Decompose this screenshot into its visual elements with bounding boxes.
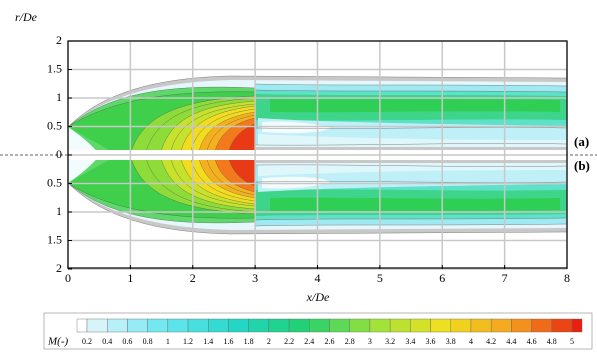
colorbar-box xyxy=(430,318,451,333)
grid xyxy=(67,40,568,270)
colorbar-tick-label: 2.2 xyxy=(284,337,294,346)
y-tick-label: 0.5 xyxy=(47,118,62,132)
x-axis-title: x/De xyxy=(306,290,330,304)
colorbar-box xyxy=(450,318,472,333)
colorbar-tick-label: 3.6 xyxy=(426,337,436,346)
colorbar-box xyxy=(531,318,552,333)
y-tick-label: 1.5 xyxy=(47,232,62,246)
y-tick-label: 0.5 xyxy=(47,175,62,189)
y-tick-label: 0 xyxy=(56,147,62,161)
colorbar-tick-label: 1.4 xyxy=(203,337,213,346)
colorbar-box xyxy=(490,318,512,333)
colorbar-box xyxy=(248,318,270,333)
colorbar-box xyxy=(208,318,229,333)
colorbar-tick-label: 1.8 xyxy=(244,337,254,346)
x-tick-label: 8 xyxy=(564,271,570,285)
y-tick-label: 1 xyxy=(56,90,62,104)
colorbar-box xyxy=(571,318,583,333)
colorbar-tick-label: 1.6 xyxy=(223,337,233,346)
colorbar-box xyxy=(410,318,431,333)
colorbar-box xyxy=(76,318,88,333)
colorbar-tick-label: 2.4 xyxy=(304,337,314,346)
x-tick-label: 1 xyxy=(127,271,133,285)
colorbar-box xyxy=(309,318,330,333)
panel-label: (b) xyxy=(574,158,590,173)
colorbar-tick-label: 0.8 xyxy=(143,337,153,346)
colorbar-box xyxy=(167,318,189,333)
y-axis-title: r/De xyxy=(15,10,38,24)
colorbar-tick-label: 5 xyxy=(570,337,574,346)
colorbar-tick-label: 3.4 xyxy=(405,337,415,346)
colorbar-box xyxy=(551,318,573,333)
x-tick-label: 7 xyxy=(502,271,508,285)
colorbar-tick-label: 4.8 xyxy=(547,337,557,346)
colorbar-box xyxy=(107,318,128,333)
colorbar-box xyxy=(511,318,532,333)
colorbar-tick-label: 4 xyxy=(469,337,473,346)
colorbar-tick-label: 0.4 xyxy=(102,337,112,346)
x-tick-label: 5 xyxy=(377,271,383,285)
colorbar-box xyxy=(268,318,290,333)
colorbar-box xyxy=(389,318,411,333)
x-tick-label: 4 xyxy=(315,271,321,285)
colorbar-box xyxy=(369,318,391,333)
colorbar-box xyxy=(470,318,492,333)
colorbar-tick-label: 4.2 xyxy=(486,337,496,346)
colorbar-tick-label: 2.8 xyxy=(345,337,355,346)
colorbar-tick-label: 1 xyxy=(166,337,170,346)
colorbar-box xyxy=(228,318,249,333)
colorbar-box xyxy=(127,318,148,333)
y-tick-label: 1.5 xyxy=(47,61,62,75)
colorbar-tick-label: 0.6 xyxy=(122,337,132,346)
y-tick-label: 2 xyxy=(56,261,62,275)
y-tick-label: 1 xyxy=(56,204,62,218)
x-tick-label: 3 xyxy=(252,271,258,285)
colorbar-tick-label: 2 xyxy=(267,337,271,346)
x-tick-label: 6 xyxy=(439,271,445,285)
colorbar-box xyxy=(86,318,108,333)
x-tick-label: 0 xyxy=(65,271,71,285)
colorbar-tick-label: 0.2 xyxy=(82,337,92,346)
colorbar-box xyxy=(349,318,371,333)
panel-label: (a) xyxy=(574,134,589,149)
colorbar-box xyxy=(329,318,350,333)
colorbar: M(-) 0.2 0.4 0.6 0.8 1 1.2 1.4 1.6 1.8 2 2.2 2.4 2.6… xyxy=(43,312,593,350)
colorbar-tick-label: 4.4 xyxy=(506,337,516,346)
colorbar-tick-label: 1.2 xyxy=(183,337,193,346)
colorbar-box xyxy=(187,318,209,333)
colorbar-tick-label: 3.8 xyxy=(446,337,456,346)
y-tick-label: 2 xyxy=(56,33,62,47)
colorbar-title: M(-) xyxy=(47,336,68,348)
colorbar-tick-label: 3.2 xyxy=(385,337,395,346)
colorbar-tick-label: 4.6 xyxy=(527,337,537,346)
x-tick-label: 2 xyxy=(190,271,196,285)
colorbar-tick-label: 3 xyxy=(368,337,372,346)
colorbar-box xyxy=(288,318,310,333)
colorbar-tick-label: 2.6 xyxy=(325,337,335,346)
colorbar-box xyxy=(147,318,169,333)
